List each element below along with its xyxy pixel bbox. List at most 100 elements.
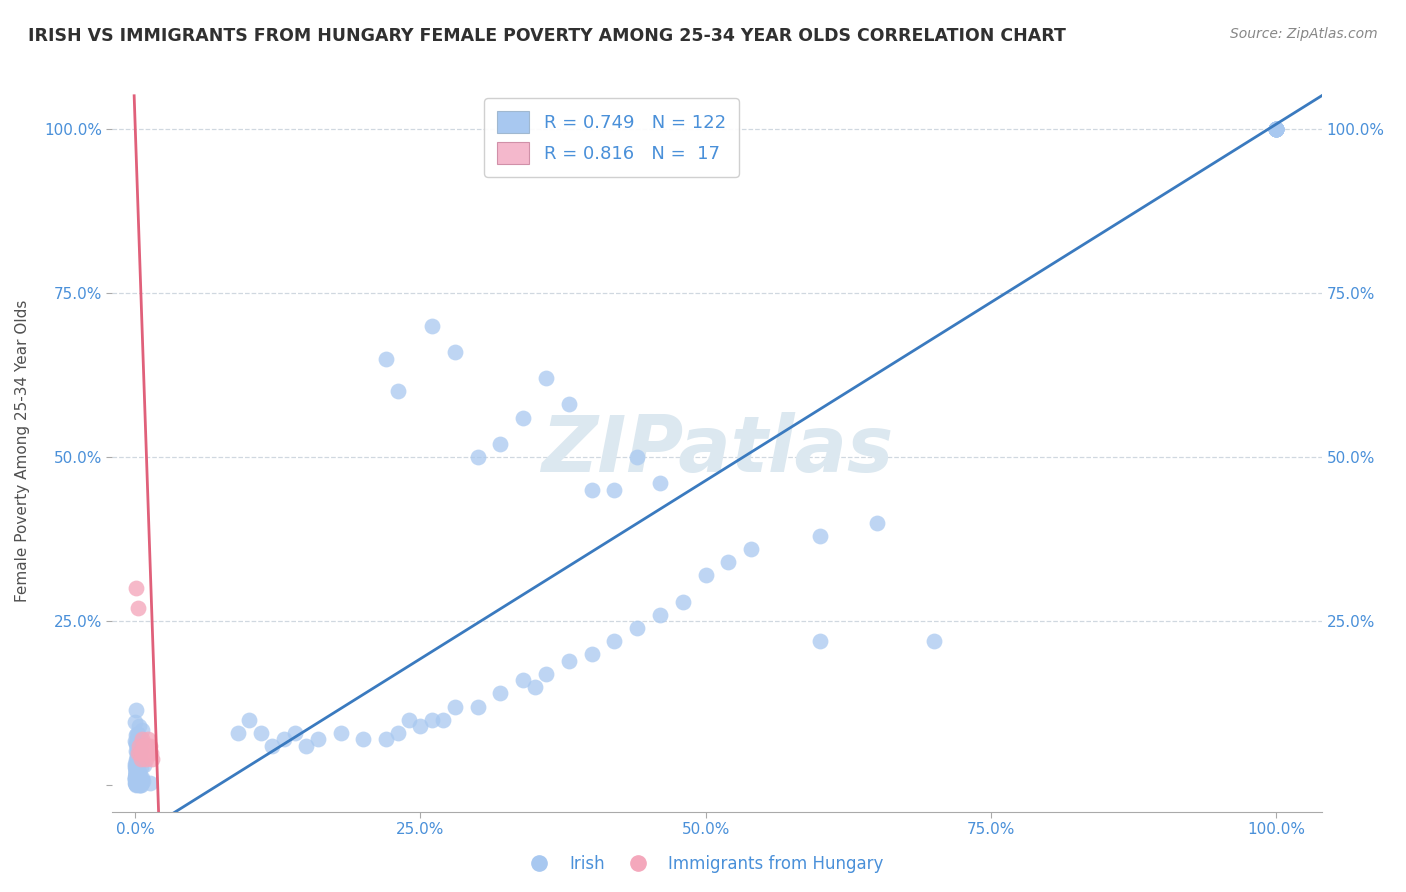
Point — [489, 686, 512, 700]
Point — [141, 746, 163, 760]
Point — [534, 666, 557, 681]
Point — [124, 760, 146, 774]
Point — [132, 739, 155, 753]
Point — [603, 634, 626, 648]
Point — [125, 777, 148, 791]
Point — [866, 516, 889, 530]
Point — [1265, 121, 1288, 136]
Point — [1265, 121, 1288, 136]
Point — [139, 776, 162, 790]
Point — [420, 713, 443, 727]
Point — [626, 621, 648, 635]
Point — [127, 771, 149, 785]
Point — [129, 760, 152, 774]
Point — [128, 773, 150, 788]
Point — [558, 654, 581, 668]
Point — [603, 483, 626, 497]
Point — [129, 778, 152, 792]
Point — [467, 450, 489, 464]
Point — [125, 766, 148, 780]
Point — [131, 732, 153, 747]
Legend: Irish, Immigrants from Hungary: Irish, Immigrants from Hungary — [516, 848, 890, 880]
Point — [717, 555, 740, 569]
Point — [136, 732, 159, 747]
Point — [129, 775, 152, 789]
Point — [124, 776, 146, 790]
Point — [443, 699, 465, 714]
Point — [375, 351, 398, 366]
Point — [124, 766, 146, 780]
Point — [740, 541, 762, 556]
Point — [128, 749, 150, 764]
Point — [512, 410, 534, 425]
Point — [128, 778, 150, 792]
Point — [127, 727, 149, 741]
Point — [125, 768, 148, 782]
Point — [127, 745, 149, 759]
Point — [124, 778, 146, 792]
Point — [131, 746, 153, 760]
Point — [922, 634, 945, 648]
Point — [125, 756, 148, 771]
Point — [134, 746, 156, 760]
Point — [467, 699, 489, 714]
Point — [128, 765, 150, 780]
Point — [1265, 121, 1288, 136]
Point — [127, 774, 149, 789]
Point — [124, 773, 146, 788]
Point — [135, 739, 157, 753]
Point — [262, 739, 284, 753]
Point — [1265, 121, 1288, 136]
Point — [124, 768, 146, 782]
Point — [124, 715, 146, 730]
Point — [127, 773, 149, 788]
Point — [387, 384, 409, 399]
Point — [808, 529, 831, 543]
Point — [125, 772, 148, 787]
Point — [1265, 121, 1288, 136]
Point — [141, 752, 163, 766]
Point — [129, 773, 152, 788]
Point — [1265, 121, 1288, 136]
Point — [443, 345, 465, 359]
Y-axis label: Female Poverty Among 25-34 Year Olds: Female Poverty Among 25-34 Year Olds — [15, 300, 30, 601]
Point — [387, 726, 409, 740]
Point — [124, 760, 146, 774]
Point — [273, 732, 295, 747]
Point — [626, 450, 648, 464]
Point — [808, 634, 831, 648]
Point — [128, 746, 150, 760]
Point — [329, 726, 352, 740]
Point — [581, 483, 603, 497]
Text: ZIPatlas: ZIPatlas — [541, 412, 893, 489]
Point — [128, 744, 150, 758]
Point — [125, 762, 148, 776]
Point — [128, 778, 150, 792]
Point — [135, 752, 157, 766]
Point — [125, 728, 148, 742]
Point — [534, 371, 557, 385]
Point — [125, 739, 148, 754]
Point — [127, 758, 149, 772]
Point — [125, 767, 148, 781]
Point — [127, 753, 149, 767]
Point — [131, 771, 153, 785]
Point — [672, 594, 695, 608]
Point — [124, 744, 146, 758]
Point — [125, 764, 148, 779]
Point — [139, 739, 162, 753]
Point — [124, 756, 146, 771]
Point — [125, 703, 148, 717]
Point — [124, 772, 146, 786]
Point — [125, 761, 148, 775]
Point — [128, 750, 150, 764]
Point — [307, 732, 329, 747]
Point — [226, 726, 249, 740]
Point — [420, 318, 443, 333]
Point — [129, 769, 152, 783]
Point — [1265, 121, 1288, 136]
Point — [352, 732, 374, 747]
Point — [138, 746, 160, 760]
Legend: R = 0.749   N = 122, R = 0.816   N =  17: R = 0.749 N = 122, R = 0.816 N = 17 — [484, 98, 738, 177]
Point — [128, 719, 150, 733]
